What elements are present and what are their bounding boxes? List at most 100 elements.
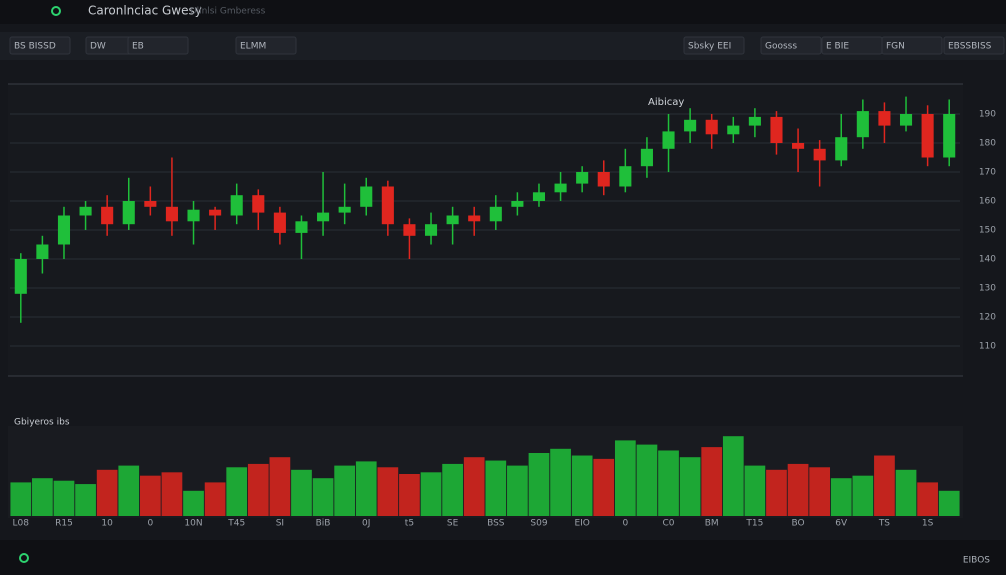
- volume-bar: [420, 472, 442, 516]
- candle-body: [36, 244, 49, 259]
- candle-body: [705, 119, 718, 135]
- candle-body: [14, 259, 27, 294]
- toolbar-label[interactable]: BS BISSD: [14, 42, 56, 52]
- toolbar-button[interactable]: [9, 36, 71, 55]
- logo: [51, 6, 61, 16]
- x-tick-label: T15: [745, 519, 763, 529]
- candle-body: [511, 201, 524, 207]
- volume-bar: [399, 474, 420, 516]
- x-tick-label: SI: [276, 519, 284, 529]
- volume-bar: [701, 447, 723, 516]
- toolbar-button[interactable]: [881, 36, 943, 55]
- x-tick-label: 6V: [835, 519, 848, 529]
- volume-bar: [32, 478, 53, 516]
- volume-bar: [355, 461, 377, 516]
- volume-bar: [787, 463, 809, 516]
- volume-bar: [269, 457, 291, 516]
- toolbar-button[interactable]: [127, 36, 189, 55]
- y-tick-label: 190: [979, 110, 996, 120]
- candle-body: [144, 201, 157, 207]
- candle-body: [317, 212, 330, 222]
- volume-bar: [722, 436, 744, 516]
- volume-bar: [766, 469, 787, 516]
- volume-bar: [442, 463, 463, 516]
- volume-bar: [917, 482, 938, 516]
- volume-bar: [334, 465, 356, 516]
- toolbar-label[interactable]: Sbsky EEI: [688, 42, 731, 52]
- app-title: Caronlnciac Gwesy: [88, 4, 202, 18]
- volume-bar: [809, 467, 831, 516]
- toolbar-label[interactable]: E BIE: [826, 42, 849, 52]
- y-tick-label: 150: [979, 226, 996, 236]
- candle-body: [338, 206, 351, 213]
- volume-bar: [636, 444, 658, 516]
- candle-body: [856, 111, 869, 138]
- volume-bar: [377, 467, 399, 516]
- title-bar: [0, 0, 1006, 24]
- candle-body: [446, 215, 459, 225]
- x-tick-label: R15: [55, 519, 73, 529]
- candle-body: [921, 114, 934, 158]
- candle-body: [230, 195, 243, 216]
- x-tick-label: SE: [447, 519, 459, 529]
- toolbar-label[interactable]: Goosss: [765, 42, 797, 52]
- toolbar-button[interactable]: [235, 36, 297, 55]
- candle-body: [165, 206, 178, 222]
- volume-bar: [312, 478, 334, 516]
- volume-bar: [679, 457, 701, 516]
- volume-bar: [139, 475, 161, 516]
- candle-body: [252, 195, 265, 213]
- candle-body: [576, 172, 589, 184]
- toolbar-label[interactable]: EB: [132, 42, 144, 52]
- volume-bar: [161, 472, 183, 516]
- x-tick-label: 0J: [362, 519, 370, 529]
- x-tick-label: 0: [622, 519, 628, 529]
- toolbar-label[interactable]: FGN: [886, 42, 905, 52]
- x-tick-label: S09: [530, 519, 547, 529]
- x-tick-label: BSS: [487, 519, 505, 529]
- toolbar-button[interactable]: [760, 36, 822, 55]
- toolbar-button[interactable]: [943, 36, 1005, 55]
- annotation: Aibicay: [648, 97, 684, 108]
- x-tick-label: L08: [13, 519, 30, 529]
- candle-body: [770, 116, 783, 143]
- status-icon[interactable]: [19, 553, 29, 563]
- volume-bar: [658, 450, 679, 516]
- x-tick-label: 10: [101, 519, 113, 529]
- volume-bar: [550, 448, 571, 516]
- toolbar-label[interactable]: DW: [90, 42, 106, 52]
- x-tick-label: EIO: [574, 519, 589, 529]
- toolbar-button[interactable]: [683, 36, 745, 55]
- volume-bar: [53, 480, 75, 516]
- plot: 110 120 130 140 150 160 170 180 190 L08 R15 10 0 10N T…: [10, 96, 996, 529]
- toolbar-label[interactable]: EBSSBISS: [948, 42, 992, 52]
- x-tick-label: TS: [878, 519, 890, 529]
- volume-bar: [507, 465, 528, 516]
- volume-bar: [75, 484, 96, 516]
- y-tick-label: 160: [979, 197, 996, 207]
- volume-bar: [247, 463, 269, 516]
- volume-bar: [895, 469, 917, 516]
- candle-body: [209, 209, 222, 216]
- candle-body: [835, 137, 848, 161]
- x-tick-label: BiB: [316, 519, 331, 529]
- volume-bar: [10, 482, 32, 516]
- volume-bar: [744, 465, 766, 516]
- volume-bar: [463, 457, 485, 516]
- volume-bar: [291, 469, 312, 516]
- volume-bar: [874, 455, 895, 516]
- toolbar-label[interactable]: ELMM: [240, 42, 266, 52]
- candle-body: [662, 131, 675, 149]
- volume-bar: [571, 455, 593, 516]
- y-tick-label: 180: [979, 139, 996, 149]
- candle-body: [748, 116, 761, 126]
- toolbar-items: BS BISSD DW EB ELMM Sbsky EEI Goosss E BIE FGN E…: [9, 36, 1005, 55]
- candle-body: [403, 224, 416, 236]
- candle-body: [122, 201, 135, 225]
- candle-body: [57, 215, 71, 245]
- x-tick-label: t5: [405, 519, 414, 529]
- volume-bar: [528, 453, 550, 516]
- y-tick-label: 130: [979, 284, 996, 294]
